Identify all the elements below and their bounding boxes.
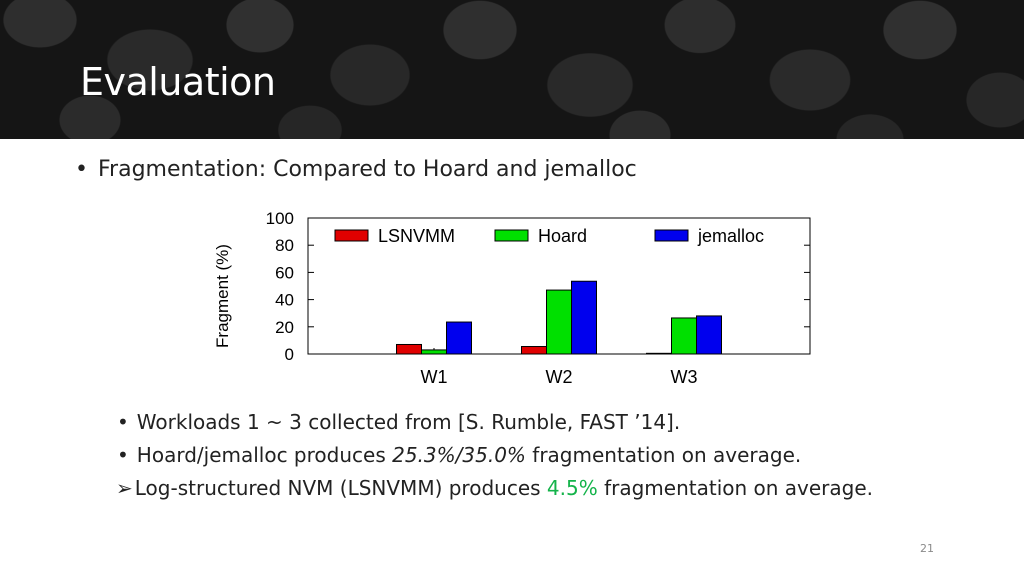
conclusion-value: 4.5%: [546, 476, 598, 500]
bar-jemalloc-w3: [696, 315, 722, 355]
bullet-dot-icon: •: [117, 410, 129, 434]
x-tick-label: W1: [421, 367, 448, 387]
avg-values: 25.3%/35.0%: [392, 443, 526, 467]
bullet-dot-icon: •: [117, 443, 129, 467]
conclusion-prefix: Log-structured NVM (LSNVMM) produces: [134, 476, 547, 500]
y-tick-label: 20: [275, 318, 294, 337]
sub-bullet-hoard: • Hoard/jemalloc produces 25.3%/35.0% fra…: [117, 443, 801, 467]
slide-title: Evaluation: [80, 60, 276, 104]
legend-swatch-lsnvmm: [334, 229, 369, 242]
main-bullet-text: Fragmentation: Compared to Hoard and jem…: [97, 157, 637, 182]
page-number: 21: [920, 542, 934, 555]
sub-bullet-workloads: • Workloads 1 ~ 3 collected from [S. Rumb…: [117, 410, 680, 434]
legend-swatch-jemalloc: [654, 229, 689, 242]
bar-lsnvmm-w1: [396, 343, 422, 355]
conclusion-bullet: ➢ Log-structured NVM (LSNVMM) produces 4.…: [116, 476, 873, 500]
bar-lsnvmm-w3: [646, 352, 672, 355]
conclusion-suffix: fragmentation on average.: [597, 476, 874, 500]
title-banner: [0, 0, 1024, 139]
x-tick-label: W3: [671, 367, 698, 387]
bar-hoard-w1: [421, 349, 447, 355]
bar-lsnvmm-w2: [521, 346, 547, 355]
y-tick-label: 100: [266, 209, 294, 228]
main-bullet: • Fragmentation: Compared to Hoard and je…: [75, 157, 637, 182]
legend-label-hoard: Hoard: [538, 226, 587, 246]
bar-jemalloc-w2: [571, 280, 597, 355]
legend-swatch-hoard: [494, 229, 529, 242]
y-axis-label: Fragment (%): [213, 244, 232, 348]
x-tick-label: W2: [546, 367, 573, 387]
bar-hoard-w2: [546, 289, 572, 355]
bullet-dot-icon: •: [75, 157, 88, 182]
chart-svg: 0 20 40 60 80 100 Fragment (%) W1 W2 W3 LSNVMM Hoar…: [213, 209, 811, 387]
y-tick-label: 0: [285, 345, 294, 364]
y-tick-label: 40: [275, 291, 294, 310]
fragmentation-chart: 0 20 40 60 80 100 Fragment (%) W1 W2 W3 LSNVMM Hoar…: [200, 200, 820, 396]
bar-jemalloc-w1: [446, 321, 472, 355]
arrow-bullet-icon: ➢: [116, 476, 133, 500]
legend-label-jemalloc: jemalloc: [697, 226, 764, 246]
y-tick-label: 60: [275, 263, 294, 282]
legend-label-lsnvmm: LSNVMM: [378, 226, 455, 246]
avg-suffix: fragmentation on average.: [525, 443, 802, 467]
bar-hoard-w3: [671, 317, 697, 355]
y-tick-label: 80: [275, 236, 294, 255]
sub-bullet-workloads-text: Workloads 1 ~ 3 collected from [S. Rumbl…: [136, 410, 681, 434]
sub-bullet-hoard-text: Hoard/jemalloc produces: [136, 443, 386, 467]
